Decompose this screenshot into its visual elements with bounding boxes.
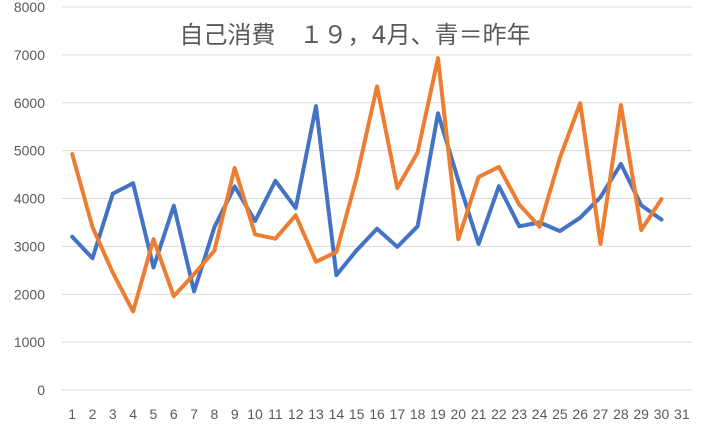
y-tick-label: 2000	[14, 286, 45, 302]
x-tick-label: 4	[129, 406, 137, 422]
x-tick-label: 27	[593, 406, 609, 422]
series-line-1	[70, 104, 664, 294]
y-tick-label: 1000	[14, 334, 45, 350]
x-tick-label: 5	[150, 406, 158, 422]
y-tick-label: 0	[37, 382, 45, 398]
x-tick-label: 1	[68, 406, 76, 422]
y-tick-label: 5000	[14, 143, 45, 159]
x-tick-label: 17	[390, 406, 406, 422]
x-tick-label: 10	[247, 406, 263, 422]
chart-title: 自己消費 １９，4月、青＝昨年	[179, 21, 530, 49]
x-tick-label: 19	[430, 406, 446, 422]
x-axis-ticks: 1 2 3 4 5 6 7 8 9 10 11 12 13 14 15 16 17 18 19 20 21 22 23 24 2…	[68, 406, 690, 422]
x-tick-label: 26	[572, 406, 588, 422]
x-tick-label: 15	[349, 406, 365, 422]
x-tick-label: 20	[451, 406, 467, 422]
x-tick-label: 8	[211, 406, 219, 422]
x-tick-label: 30	[654, 406, 670, 422]
y-tick-label: 6000	[14, 95, 45, 111]
x-tick-label: 21	[471, 406, 487, 422]
x-tick-label: 9	[231, 406, 239, 422]
x-tick-label: 11	[268, 406, 283, 422]
x-tick-label: 13	[308, 406, 324, 422]
x-tick-label: 7	[190, 406, 198, 422]
x-tick-label: 23	[511, 406, 527, 422]
x-tick-label: 24	[532, 406, 548, 422]
x-tick-label: 28	[613, 406, 629, 422]
x-tick-label: 2	[89, 406, 97, 422]
gridlines	[62, 6, 692, 391]
x-tick-label: 29	[633, 406, 649, 422]
y-tick-label: 7000	[14, 47, 45, 63]
y-tick-label: 3000	[14, 238, 45, 254]
y-tick-label: 4000	[14, 191, 45, 207]
x-tick-label: 25	[552, 406, 568, 422]
x-tick-label: 6	[170, 406, 178, 422]
series-lines	[70, 56, 664, 314]
x-tick-label: 18	[410, 406, 426, 422]
y-axis-ticks: 0 1000 2000 3000 4000 5000 6000 7000 8000	[14, 0, 45, 398]
y-tick-label: 8000	[14, 0, 45, 15]
x-tick-label: 16	[369, 406, 385, 422]
x-tick-label: 3	[109, 406, 117, 422]
x-tick-label: 31	[674, 406, 690, 422]
x-tick-label: 12	[288, 406, 304, 422]
x-tick-label: 22	[491, 406, 507, 422]
series-line-2	[70, 56, 664, 314]
x-tick-label: 14	[329, 406, 345, 422]
